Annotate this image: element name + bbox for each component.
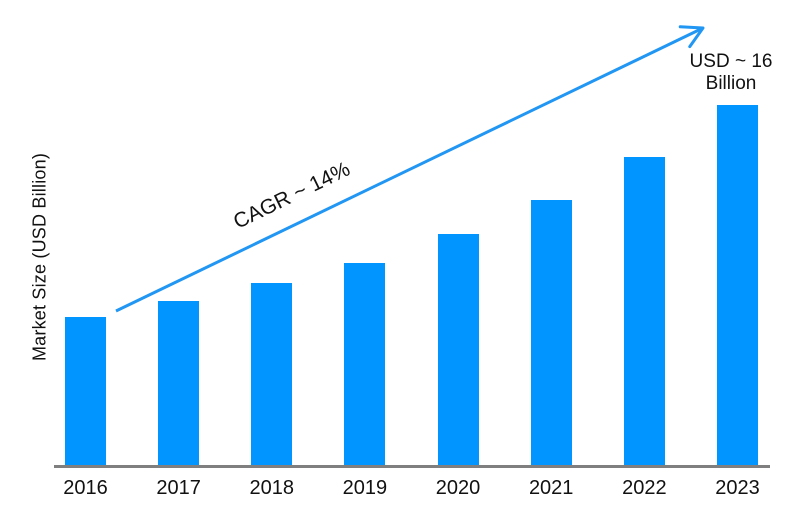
bar-2018 [251,283,293,466]
x-axis-label-2017: 2017 [156,477,201,499]
bar-2021 [530,200,572,466]
x-axis-label-2021: 2021 [528,477,574,499]
trend-line [115,25,705,313]
bar-2023 [716,105,758,466]
bar-2016 [65,317,106,466]
x-axis-label-2023: 2023 [715,477,760,499]
bar-2019 [344,263,386,466]
x-axis-label-2019: 2019 [342,477,388,499]
x-axis-label-2022: 2022 [622,477,667,499]
end-value-annotation: USD ~ 16 Billion [690,51,773,95]
x-axis-label-2018: 2018 [249,477,295,499]
end-value-line1: USD ~ 16 [689,51,773,72]
end-value-line2: Billion [705,73,757,94]
y-axis-label: Market Size (USD Billion) [29,152,50,362]
x-axis-label-2020: 2020 [435,477,481,499]
bar-2022 [623,157,665,466]
bar-2017 [158,301,200,466]
x-axis-line [54,465,770,468]
x-axis-label-2016: 2016 [63,477,108,499]
cagr-annotation: CAGR ~ 14% [229,157,354,234]
bar-2020 [437,234,479,466]
